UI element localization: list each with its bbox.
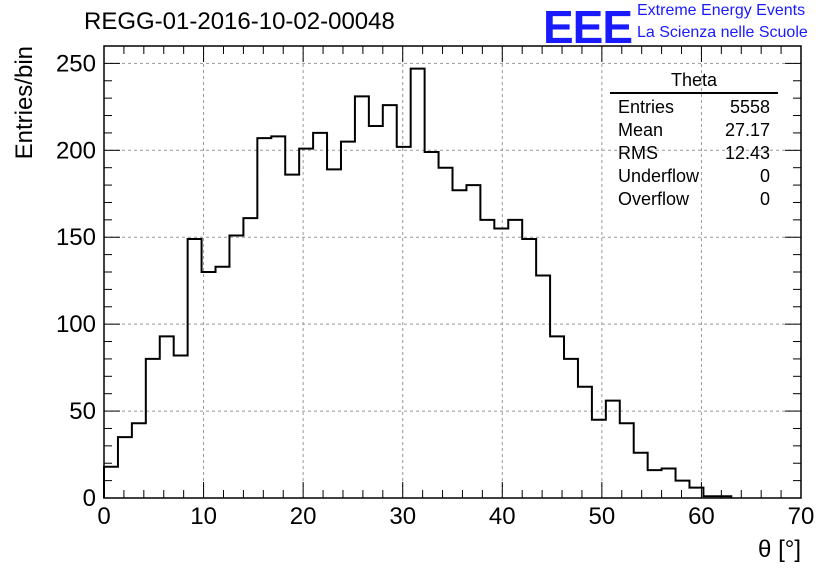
x-tick-label: 10 [190, 503, 217, 530]
plot-title: REGG-01-2016-10-02-00048 [84, 8, 395, 35]
x-axis-label: θ [°] [758, 536, 801, 563]
stats-row-mean: Mean 27.17 [610, 119, 778, 142]
logo-text-line2: La Scienza nelle Scuole [637, 24, 808, 41]
stats-row-underflow: Underflow 0 [610, 165, 778, 188]
stats-label: Overflow [618, 189, 690, 209]
x-tick-label: 30 [389, 503, 416, 530]
stats-value: 0 [759, 189, 770, 209]
stats-value: 27.17 [724, 120, 770, 140]
logo-text-line1: Extreme Energy Events [637, 2, 806, 19]
stats-row-rms: RMS 12.43 [610, 142, 778, 165]
axis-ticks [103, 45, 802, 499]
y-tick-labels: 0 50 100 150 200 250 [56, 50, 96, 512]
eee-logo: EEE [543, 1, 633, 53]
grid-lines [104, 46, 801, 498]
stats-box: Theta Entries 5558 Mean 27.17 RMS 12.43 … [610, 70, 778, 211]
stats-title: Theta [610, 70, 778, 94]
stats-label: Mean [618, 120, 664, 140]
x-tick-label: 70 [788, 503, 815, 530]
x-tick-label: 60 [688, 503, 715, 530]
histogram-outline [103, 67, 733, 498]
y-tick-label: 0 [83, 485, 96, 512]
y-axis-label: Entries/bin [11, 46, 38, 159]
x-tick-label: 0 [97, 503, 110, 530]
stats-label: RMS [618, 143, 658, 163]
y-tick-label: 250 [56, 50, 96, 77]
stats-label: Entries [618, 97, 675, 117]
stats-label: Underflow [618, 166, 700, 186]
x-tick-label: 40 [489, 503, 516, 530]
y-tick-label: 50 [69, 398, 96, 425]
x-tick-label: 20 [290, 503, 317, 530]
y-tick-label: 150 [56, 224, 96, 251]
stats-row-entries: Entries 5558 [610, 96, 778, 119]
x-tick-labels: 0 10 20 30 40 50 60 70 [97, 503, 814, 530]
stats-value: 0 [759, 166, 770, 186]
stats-row-overflow: Overflow 0 [610, 188, 778, 211]
x-tick-label: 50 [589, 503, 616, 530]
y-tick-label: 200 [56, 137, 96, 164]
y-tick-label: 100 [56, 311, 96, 338]
stats-value: 12.43 [724, 143, 770, 163]
stats-value: 5558 [729, 97, 770, 117]
